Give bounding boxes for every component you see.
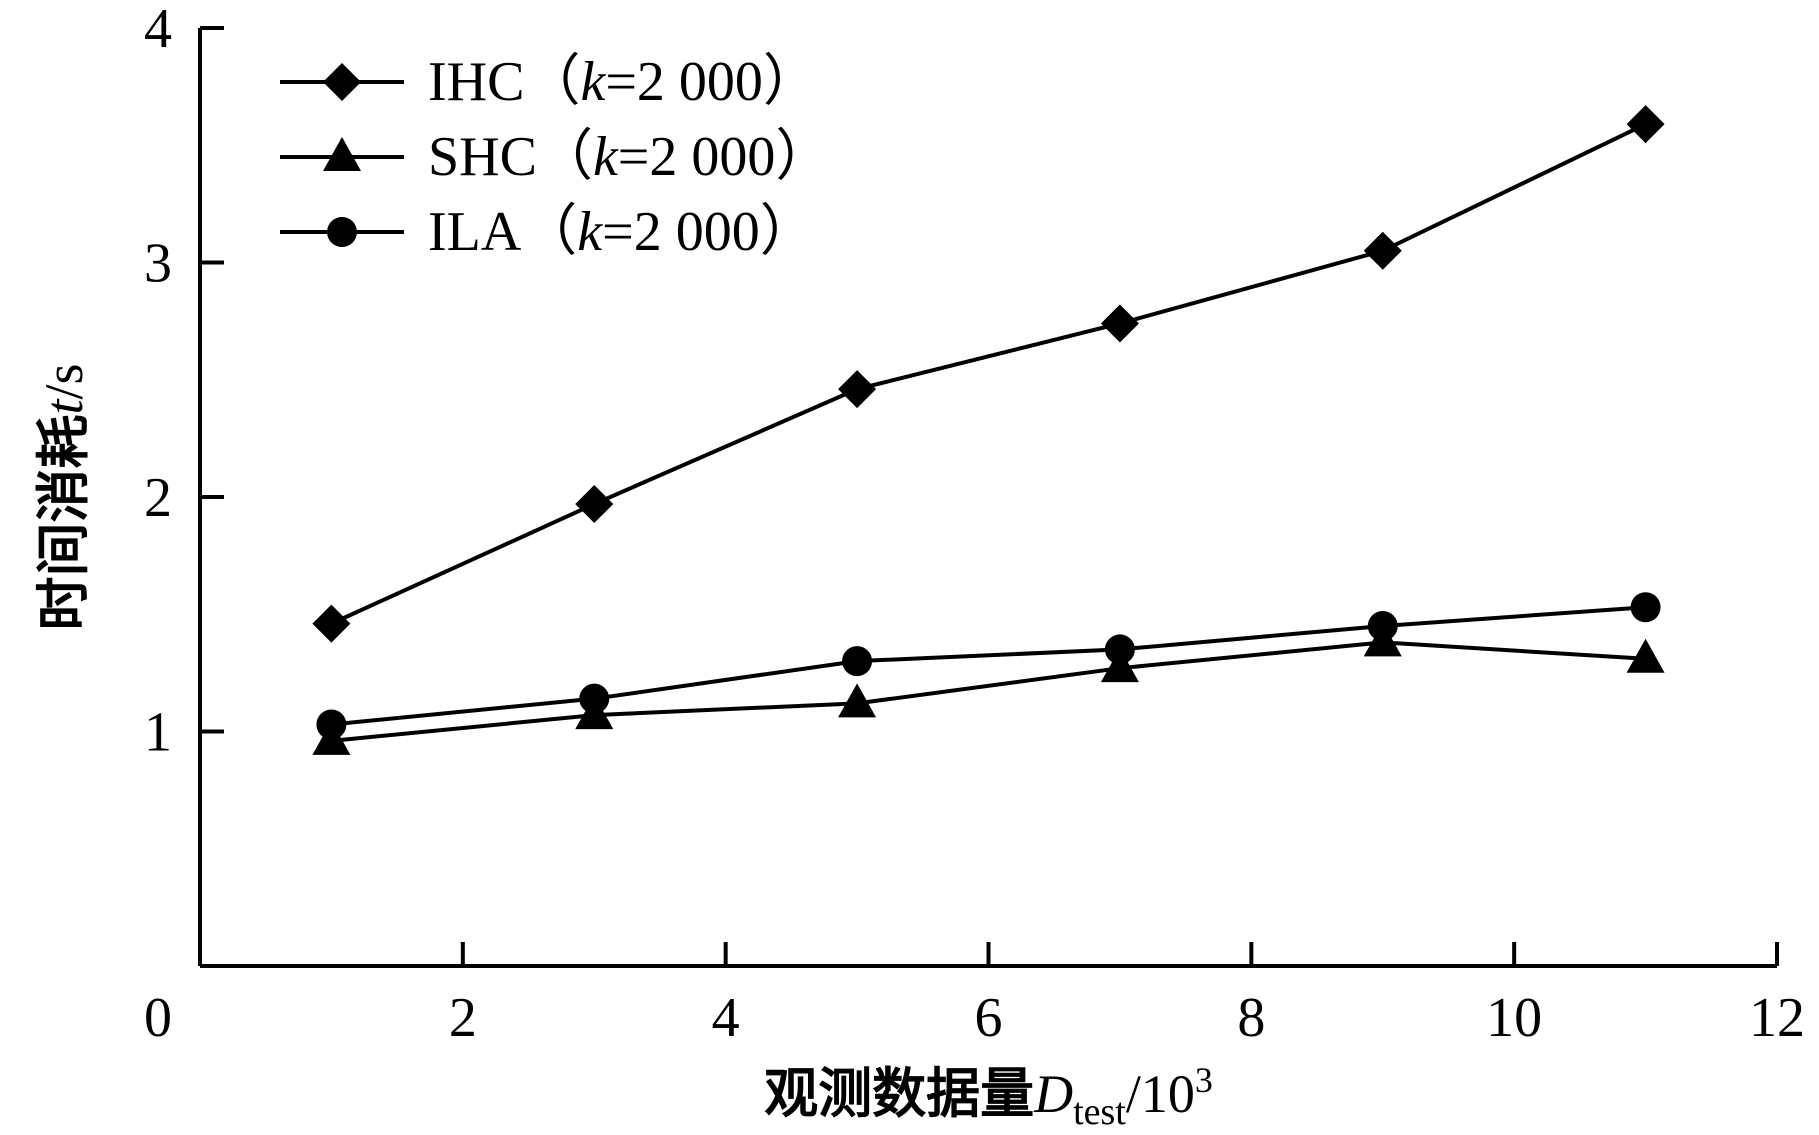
data-point-triangle [1626, 638, 1665, 673]
x-tick-label: 12 [1749, 987, 1805, 1049]
x-axis-title-superscript: 3 [1195, 1060, 1213, 1100]
x-tick-label: 0 [144, 987, 172, 1049]
data-point-diamond [575, 485, 614, 524]
data-point-circle [316, 709, 347, 740]
legend-label: ILA（k=2 000） [428, 201, 816, 263]
data-point-diamond [1626, 105, 1665, 144]
y-tick-label: 4 [144, 0, 172, 60]
legend-marker-triangle [323, 137, 361, 171]
legend-item: ILA（k=2 000） [280, 201, 816, 263]
x-tick-label: 10 [1486, 987, 1542, 1049]
y-axis-title-variable: t [34, 398, 94, 415]
x-axis-title-text: 观测数据量 [764, 1062, 1034, 1125]
data-point-circle [1104, 634, 1135, 665]
legend: IHC（k=2 000） SHC（k=2 000） ILA（k=2 000） [280, 51, 831, 263]
legend-marker-circle [327, 217, 357, 247]
series-triangle [312, 622, 1665, 755]
y-tick-label: 2 [144, 467, 172, 529]
legend-item: IHC（k=2 000） [280, 51, 819, 113]
x-axis-title-subscript: test [1073, 1091, 1126, 1133]
x-tick-label: 4 [712, 987, 740, 1049]
x-ticks: 0 2 4 6 8 10 12 [144, 942, 1805, 1049]
x-tick-label: 2 [449, 987, 477, 1049]
x-axis-title-variable: D [1033, 1064, 1073, 1124]
x-tick-label: 8 [1237, 987, 1265, 1049]
series-layer [312, 105, 1665, 755]
x-axis-title: 观测数据量Dtest/103 [764, 1060, 1213, 1133]
legend-label: SHC（k=2 000） [428, 126, 831, 188]
series-line [331, 640, 1646, 743]
series-line [330, 122, 1647, 626]
data-point-triangle [838, 683, 877, 718]
data-point-circle [579, 683, 610, 714]
y-tick-label: 3 [144, 233, 172, 295]
y-tick-label: 1 [144, 702, 172, 764]
series-circle [316, 592, 1661, 740]
data-point-circle [1367, 610, 1398, 641]
y-axis-title: 时间消耗t/s [32, 363, 95, 630]
series-diamond [312, 105, 1665, 643]
legend-item: SHC（k=2 000） [280, 126, 831, 188]
x-axis-title-unit: /10 [1126, 1064, 1195, 1124]
data-point-diamond [312, 604, 351, 643]
data-point-circle [1630, 592, 1661, 623]
data-point-diamond [1100, 304, 1139, 343]
legend-marker-diamond [323, 63, 361, 101]
data-point-triangle [1100, 648, 1139, 683]
data-point-circle [842, 646, 873, 677]
x-tick-label: 6 [975, 987, 1003, 1049]
series-line [331, 605, 1646, 727]
y-axis-title-text: 时间消耗 [32, 415, 95, 631]
data-point-diamond [1363, 231, 1402, 270]
legend-label: IHC（k=2 000） [428, 51, 819, 113]
data-point-diamond [838, 370, 877, 409]
y-ticks: 1 2 3 4 [144, 0, 224, 764]
y-axis-title-unit: /s [34, 363, 94, 399]
